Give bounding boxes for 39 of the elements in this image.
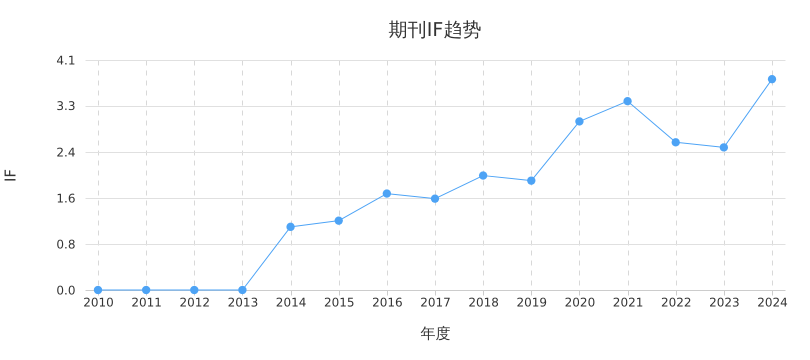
point [478,171,488,180]
point [286,222,295,232]
point [575,117,584,126]
x-tick-label: 2012 [180,296,210,310]
x-tick-label: 2020 [564,296,596,310]
point [623,96,632,106]
x-tick-label: 2016 [372,296,403,310]
x-tick-label: 2013 [228,296,258,310]
x-tick-label: 2017 [420,296,451,310]
y-tick-label: 4.1 [56,54,76,68]
x-tick-label: 2024 [757,296,788,310]
y-tick-label: 0.0 [56,284,76,298]
y-axis-title: IF [1,168,20,182]
x-tick-label: 2019 [516,296,548,310]
y-tick-label: 2.4 [56,145,76,160]
x-tick-label: 2023 [709,296,740,310]
chart-title: 期刊IF趋势 [388,19,482,41]
point [334,216,343,225]
point [527,176,536,185]
point [720,143,728,152]
x-tick-label: 2010 [83,296,114,310]
point [190,286,198,294]
x-tick-label: 2011 [131,296,162,310]
y-tick-label: 1.6 [56,192,76,206]
point [430,194,440,203]
point [238,286,247,294]
point [672,138,680,146]
x-tick-label: 2018 [468,296,499,310]
point [382,189,392,198]
y-tick-label: 3.3 [56,99,76,114]
x-tick-label: 2015 [324,296,354,310]
x-tick-label: 2022 [660,296,692,310]
point [142,286,150,294]
x-tick-label: 2021 [612,296,644,310]
y-tick-label: 0.8 [56,237,76,252]
x-axis-title: 年度 [420,324,450,342]
point [768,74,776,84]
x-tick-label: 2014 [276,296,306,310]
point [94,286,102,294]
